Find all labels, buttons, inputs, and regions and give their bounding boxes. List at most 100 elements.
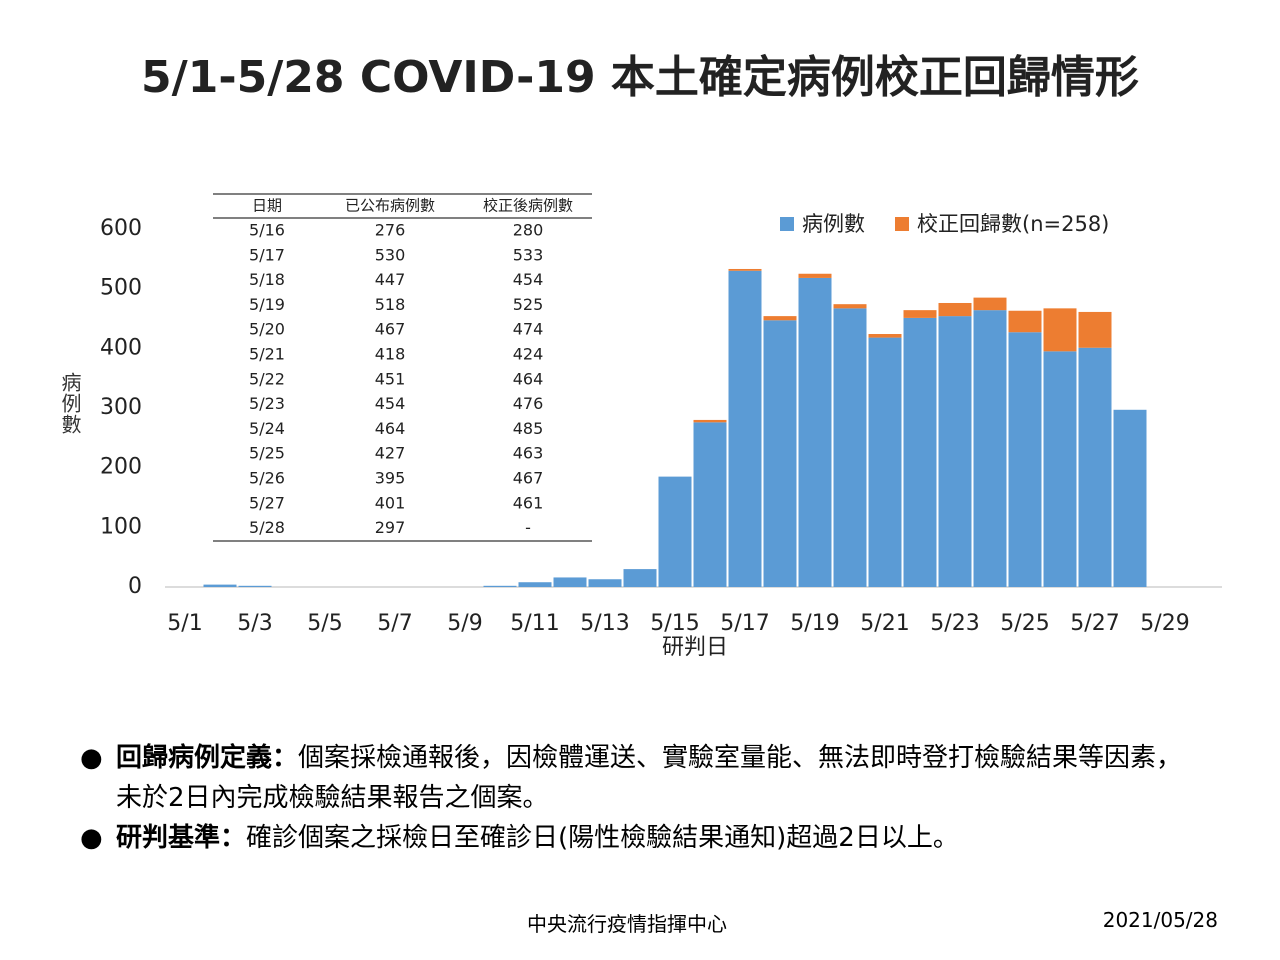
table-cell: 5/26 <box>249 469 285 488</box>
table-cell: 5/28 <box>249 518 285 537</box>
footer-org: 中央流行疫情指揮中心 <box>527 912 727 936</box>
bar-segment <box>1078 311 1112 348</box>
table-header: 已公布病例數 <box>345 197 435 215</box>
table-cell: 518 <box>375 295 406 314</box>
x-tick-label: 5/19 <box>790 611 839 636</box>
x-tick-label: 5/15 <box>650 611 699 636</box>
table-cell: 451 <box>375 369 406 388</box>
bar-segment <box>973 310 1007 587</box>
bar-segment <box>553 577 587 587</box>
x-tick-label: 5/3 <box>237 611 272 636</box>
bar-segment <box>798 273 832 278</box>
bar-segment <box>868 337 902 587</box>
y-axis-title: 病例數 <box>58 372 82 435</box>
table-cell: 5/17 <box>249 245 285 264</box>
table-cell: 5/18 <box>249 270 285 289</box>
table-cell: 474 <box>513 320 544 339</box>
x-tick-label: 5/11 <box>510 611 559 636</box>
legend-swatch <box>780 217 794 231</box>
bar-segment <box>1078 347 1112 587</box>
table-cell: 5/21 <box>249 345 285 364</box>
bar-segment <box>763 320 797 587</box>
footer-date: 2021/05/28 <box>1102 908 1218 932</box>
bar-segment <box>833 308 867 587</box>
bar-segment <box>903 310 937 318</box>
bar-segment <box>693 419 727 423</box>
bar-segment <box>868 334 902 338</box>
notes: ● 回歸病例定義：個案採檢通報後，因檢體運送、實驗室量能、無法即時登打檢驗結果等因… <box>80 738 1200 858</box>
legend-label: 病例數 <box>802 212 865 236</box>
x-tick-label: 5/25 <box>1000 611 1049 636</box>
table-header: 校正後病例數 <box>483 197 573 215</box>
x-tick-label: 5/9 <box>447 611 482 636</box>
x-tick-label: 5/13 <box>580 611 629 636</box>
table-cell: 464 <box>513 369 544 388</box>
bar-segment <box>938 316 972 587</box>
table-cell: 5/19 <box>249 295 285 314</box>
x-tick-label: 5/23 <box>930 611 979 636</box>
note-body: 研判基準：確診個案之採檢日至確診日(陽性檢驗結果通知)超過2日以上。 <box>116 818 959 858</box>
table-cell: 276 <box>375 221 406 240</box>
table-cell: 533 <box>513 245 544 264</box>
y-tick-label: 100 <box>100 514 142 539</box>
table-cell: 297 <box>375 518 406 537</box>
table-cell: 476 <box>513 394 544 413</box>
bar-segment <box>1113 409 1147 587</box>
table-cell: 401 <box>375 493 406 512</box>
y-tick-label: 500 <box>100 276 142 301</box>
bar-segment <box>938 302 972 317</box>
table-cell: 280 <box>513 221 544 240</box>
bar-segment <box>203 584 237 587</box>
x-tick-label: 5/1 <box>167 611 202 636</box>
table-cell: 463 <box>513 444 544 463</box>
table-cell: 467 <box>375 320 406 339</box>
bullet: ● <box>80 743 103 773</box>
table-cell: - <box>525 518 531 537</box>
note-term: 研判基準： <box>116 823 247 853</box>
bar-segment <box>623 569 657 587</box>
bar-segment <box>728 268 762 271</box>
table-cell: 5/20 <box>249 320 285 339</box>
table-cell: 5/27 <box>249 493 285 512</box>
table-cell: 485 <box>513 419 544 438</box>
x-axis-title: 研判日 <box>662 635 728 660</box>
x-tick-label: 5/17 <box>720 611 769 636</box>
x-tick-label: 5/29 <box>1140 611 1189 636</box>
y-tick-label: 300 <box>100 395 142 420</box>
note-text: 確診個案之採檢日至確診日(陽性檢驗結果通知)超過2日以上。 <box>246 823 959 853</box>
table-cell: 418 <box>375 345 406 364</box>
bar-segment <box>658 476 692 587</box>
table-cell: 427 <box>375 444 406 463</box>
bar-segment <box>483 585 517 587</box>
table-cell: 5/24 <box>249 419 285 438</box>
note-term: 回歸病例定義： <box>116 743 299 773</box>
x-tick-label: 5/21 <box>860 611 909 636</box>
note: ● 回歸病例定義：個案採檢通報後，因檢體運送、實驗室量能、無法即時登打檢驗結果等因… <box>80 738 1200 818</box>
bar-segment <box>903 317 937 587</box>
x-tick-label: 5/5 <box>307 611 342 636</box>
table-cell: 454 <box>513 270 544 289</box>
bar-segment <box>973 297 1007 311</box>
table-cell: 424 <box>513 345 544 364</box>
chart-title: 5/1-5/28 COVID-19 本土確定病例校正回歸情形 <box>141 52 1139 103</box>
note-body: 回歸病例定義：個案採檢通報後，因檢體運送、實驗室量能、無法即時登打檢驗結果等因素… <box>116 738 1200 818</box>
table-cell: 5/16 <box>249 221 285 240</box>
bullet: ● <box>80 823 103 853</box>
table-header: 日期 <box>252 197 282 215</box>
bar-segment <box>798 277 832 587</box>
legend-swatch <box>895 217 909 231</box>
note-text: 個案採檢通報後，因檢體運送、實驗室量能、無法即時登打檢驗結果等因素，未於2日內完… <box>116 743 1183 813</box>
legend-label: 校正回歸數(n=258) <box>917 212 1109 236</box>
note: ● 研判基準：確診個案之採檢日至確診日(陽性檢驗結果通知)超過2日以上。 <box>80 818 1200 858</box>
bar-segment <box>1043 351 1077 587</box>
y-tick-label: 200 <box>100 455 142 480</box>
table-cell: 5/23 <box>249 394 285 413</box>
bar-segment <box>588 579 622 587</box>
table-cell: 467 <box>513 469 544 488</box>
table-cell: 530 <box>375 245 406 264</box>
x-tick-label: 5/27 <box>1070 611 1119 636</box>
y-tick-label: 600 <box>100 216 142 241</box>
table-cell: 454 <box>375 394 406 413</box>
bar-segment <box>1008 332 1042 587</box>
